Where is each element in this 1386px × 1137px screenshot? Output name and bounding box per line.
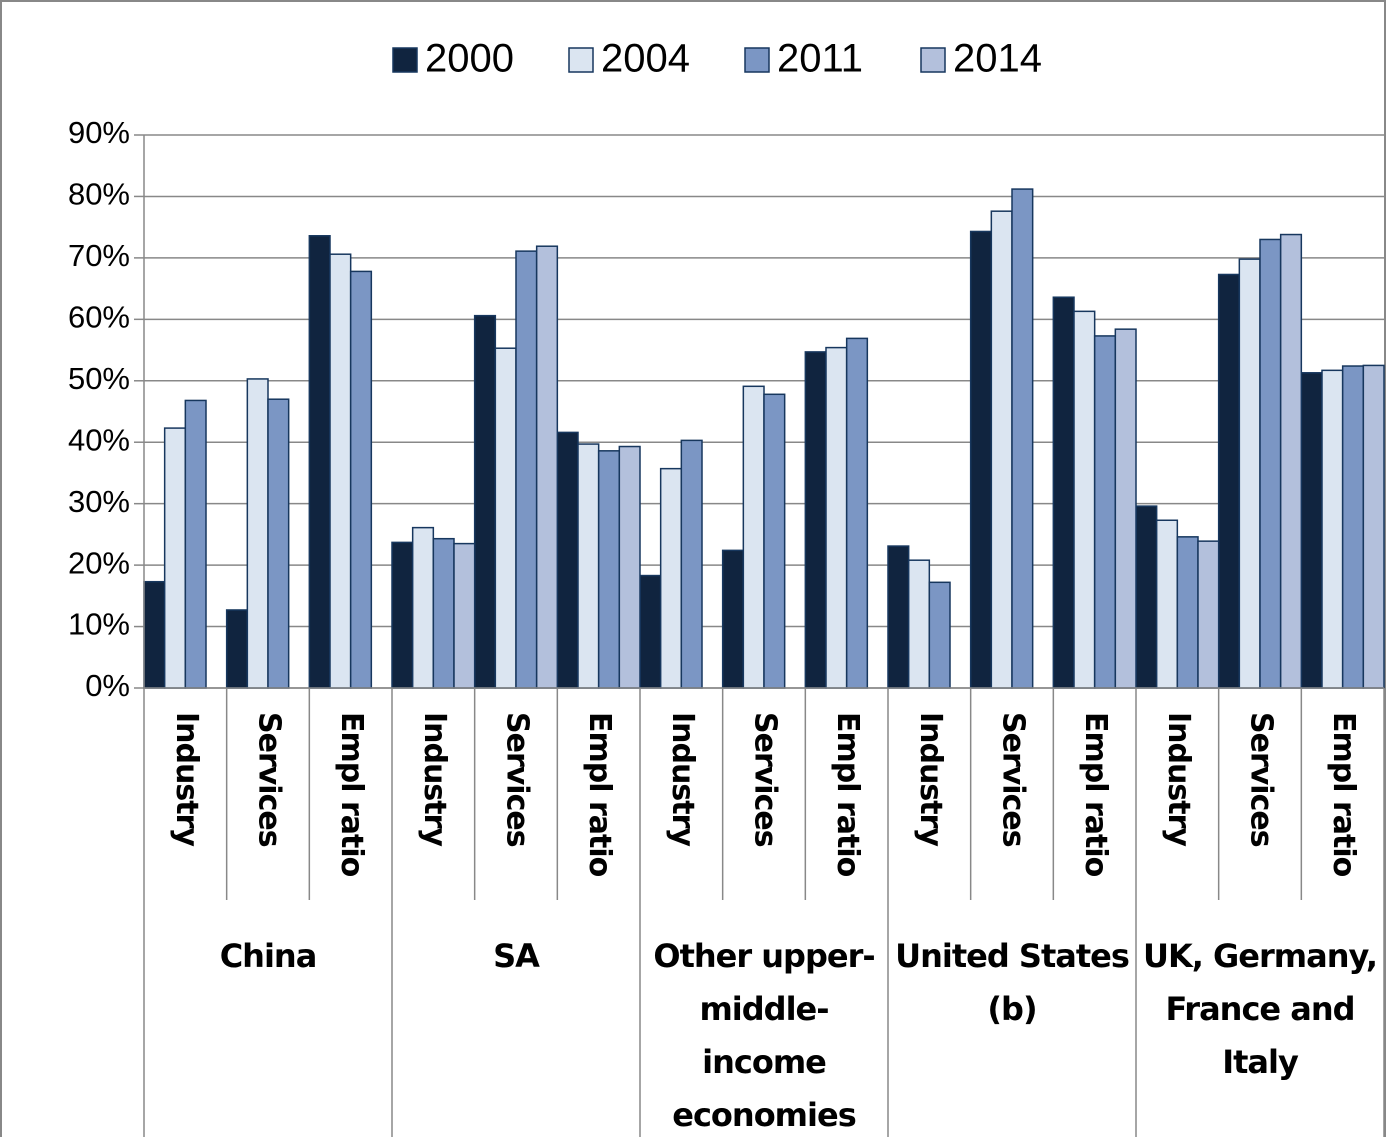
y-tick-label: 80% bbox=[68, 177, 130, 212]
y-tick-label: 20% bbox=[68, 545, 130, 580]
x-tick-label: Empl ratio bbox=[334, 712, 369, 877]
bar bbox=[1052, 296, 1075, 689]
bar bbox=[432, 537, 455, 689]
bar bbox=[1362, 364, 1385, 689]
bar bbox=[804, 351, 827, 689]
bar bbox=[1176, 536, 1199, 689]
group-label: China bbox=[219, 937, 318, 975]
bar bbox=[411, 526, 435, 689]
bar bbox=[887, 545, 910, 689]
bar bbox=[308, 235, 331, 689]
bar bbox=[267, 398, 290, 689]
bar bbox=[659, 467, 683, 689]
bar bbox=[1300, 372, 1323, 689]
bar bbox=[680, 439, 703, 689]
bar bbox=[184, 399, 207, 689]
bar bbox=[1135, 505, 1158, 689]
bar bbox=[515, 250, 538, 689]
x-tick-label: Empl ratio bbox=[830, 712, 865, 877]
bar bbox=[907, 559, 931, 689]
legend-swatch bbox=[744, 47, 770, 73]
bar bbox=[391, 541, 414, 689]
group-label: SA bbox=[493, 937, 540, 975]
x-tick-label: Industry bbox=[1161, 712, 1196, 847]
bar bbox=[969, 230, 993, 689]
bar bbox=[1259, 238, 1282, 689]
group-label: United States (b) bbox=[895, 937, 1130, 1028]
bar bbox=[845, 337, 869, 689]
bar bbox=[494, 347, 517, 689]
x-tick-label: Empl ratio bbox=[1326, 712, 1361, 877]
bar bbox=[1073, 310, 1096, 689]
x-tick-label: Services bbox=[996, 712, 1031, 847]
bar bbox=[618, 445, 641, 689]
bar bbox=[1093, 335, 1117, 689]
bar bbox=[825, 346, 848, 689]
bar bbox=[597, 450, 621, 689]
bar bbox=[990, 210, 1013, 689]
bar bbox=[1217, 273, 1241, 689]
legend-label: 2004 bbox=[601, 37, 690, 81]
legend-label: 2011 bbox=[777, 37, 863, 81]
bar bbox=[763, 393, 786, 689]
bar bbox=[928, 581, 951, 689]
bar bbox=[1155, 519, 1179, 689]
x-tick-label: Empl ratio bbox=[1078, 712, 1113, 877]
x-tick-label: Industry bbox=[417, 712, 452, 847]
bar bbox=[1197, 540, 1220, 689]
group-label: UK, Germany, France and Italy bbox=[1142, 937, 1378, 1081]
x-tick-label: Services bbox=[252, 712, 287, 847]
legend-label: 2000 bbox=[425, 37, 514, 81]
bar bbox=[143, 580, 166, 689]
legend-swatch bbox=[392, 47, 418, 73]
bar bbox=[639, 574, 662, 689]
bar bbox=[163, 427, 187, 689]
y-tick-label: 90% bbox=[68, 115, 130, 150]
bar bbox=[556, 431, 579, 689]
legend-swatch bbox=[920, 47, 946, 73]
y-tick-label: 50% bbox=[68, 361, 130, 396]
bar bbox=[329, 253, 352, 689]
x-tick-label: Services bbox=[748, 712, 783, 847]
x-tick-label: Industry bbox=[913, 712, 948, 847]
bar bbox=[577, 443, 600, 689]
y-tick-label: 70% bbox=[68, 238, 130, 273]
bar bbox=[535, 245, 559, 689]
bar bbox=[721, 549, 745, 689]
bar bbox=[1341, 365, 1365, 689]
y-tick-label: 40% bbox=[68, 422, 130, 457]
bar bbox=[1279, 233, 1303, 689]
x-tick-label: Empl ratio bbox=[582, 712, 617, 877]
legend-swatch bbox=[568, 47, 594, 73]
y-tick-label: 30% bbox=[68, 484, 130, 519]
x-tick-label: Services bbox=[1244, 712, 1279, 847]
y-tick-label: 60% bbox=[68, 300, 130, 335]
bar bbox=[225, 609, 249, 689]
bar bbox=[246, 378, 269, 689]
bar bbox=[349, 270, 373, 689]
bar bbox=[1238, 258, 1261, 689]
bar bbox=[1321, 369, 1344, 689]
bar bbox=[453, 542, 476, 689]
x-tick-label: Industry bbox=[665, 712, 700, 847]
legend-label: 2014 bbox=[953, 37, 1042, 81]
bar bbox=[1114, 328, 1137, 689]
x-tick-label: Services bbox=[500, 712, 535, 847]
y-tick-label: 0% bbox=[85, 668, 130, 703]
x-tick-label: Industry bbox=[169, 712, 204, 847]
bar bbox=[742, 385, 765, 689]
bar bbox=[1011, 188, 1034, 689]
bar bbox=[473, 314, 497, 689]
group-label: Other upper-middle-income economies bbox=[653, 937, 875, 1134]
y-tick-label: 10% bbox=[68, 607, 130, 642]
